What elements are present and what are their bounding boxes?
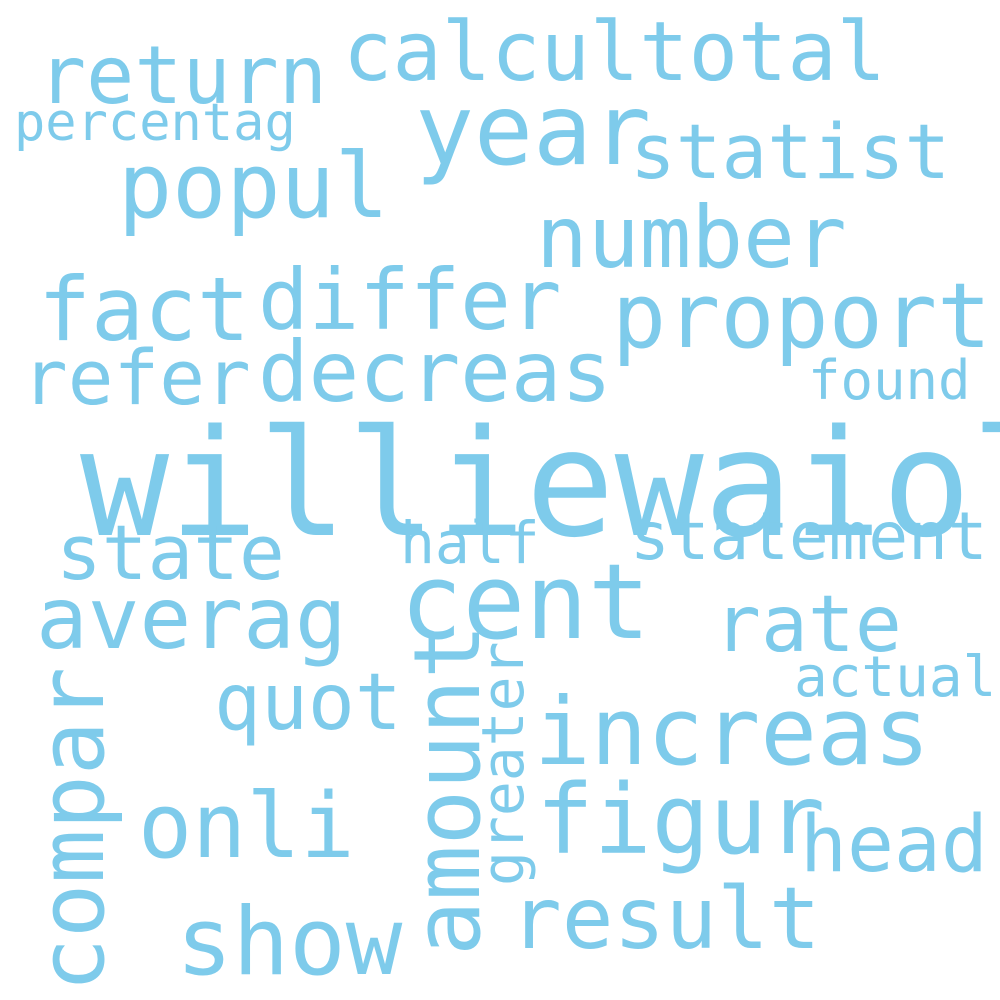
word-quot: quot <box>214 658 402 748</box>
word-figur: figur <box>536 764 825 876</box>
word-refer: refer <box>22 333 251 422</box>
word-half: half <box>400 509 540 577</box>
word-calcultotal: calcultotal <box>343 5 887 100</box>
word-cent: cent <box>400 541 651 663</box>
word-actual: actual <box>794 645 997 710</box>
word-percentag: percentag <box>14 93 296 153</box>
word-proport: proport <box>612 264 992 369</box>
word-result: result <box>510 869 821 969</box>
word-onli: onli <box>138 774 355 879</box>
word-head: head <box>800 800 988 890</box>
word-increas: increas <box>534 678 931 787</box>
word-statist: statist <box>630 107 951 196</box>
word-decreas: decreas <box>258 323 613 421</box>
word-greater: greater <box>469 641 537 886</box>
word-show: show <box>176 888 403 997</box>
word-return: return <box>38 29 327 122</box>
word-year: year <box>415 74 652 188</box>
word-compar: compar <box>20 666 125 992</box>
word-differ: differ <box>258 251 562 349</box>
word-rate: rate <box>714 580 902 670</box>
word-found: found <box>808 349 971 412</box>
word-williewaiola: williewaiola <box>80 398 1000 570</box>
word-statement: statement <box>630 498 988 575</box>
word-averag: averag <box>36 569 347 669</box>
word-number: number <box>536 188 847 288</box>
word-popul: popul <box>118 134 389 239</box>
word-fact: fact <box>38 258 250 361</box>
word-state: state <box>56 508 285 597</box>
